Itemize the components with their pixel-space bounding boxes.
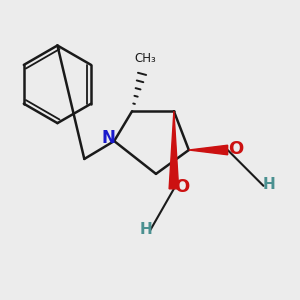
Text: O: O bbox=[174, 178, 189, 196]
Text: H: H bbox=[263, 177, 276, 192]
Polygon shape bbox=[189, 145, 228, 155]
Text: O: O bbox=[228, 140, 244, 158]
Polygon shape bbox=[169, 111, 179, 189]
Text: CH₃: CH₃ bbox=[135, 52, 156, 65]
Text: H: H bbox=[139, 222, 152, 237]
Text: N: N bbox=[101, 129, 115, 147]
